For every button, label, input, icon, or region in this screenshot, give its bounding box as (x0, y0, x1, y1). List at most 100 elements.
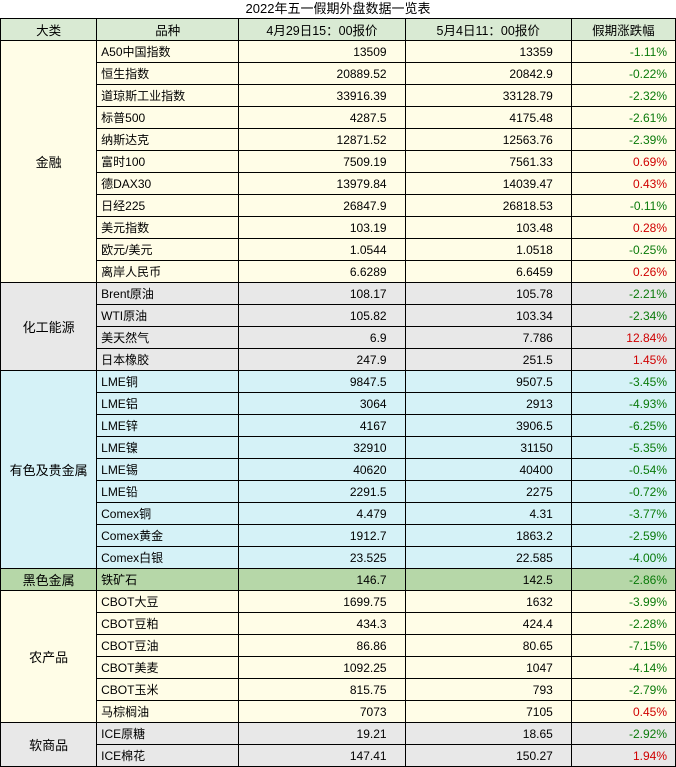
price-after-cell: 2275 (404, 480, 572, 503)
product-name-cell: 欧元/美元 (96, 238, 240, 261)
table-row: LME铅 2291.5 2275 -0.72% (1, 480, 676, 503)
price-after-cell: 4175.48 (404, 106, 572, 129)
price-before-cell: 9847.5 (238, 370, 406, 393)
change-cell: -3.77% (570, 502, 676, 525)
change-cell: 0.28% (570, 216, 676, 239)
change-cell: 0.69% (570, 150, 676, 173)
table-row: ICE棉花 147.41 150.27 1.94% (1, 744, 676, 767)
table-row: LME镍 32910 31150 -5.35% (1, 436, 676, 459)
price-after-cell: 142.5 (404, 568, 572, 591)
table-row: 恒生指数 20889.52 20842.9 -0.22% (1, 62, 676, 85)
table-row: 德DAX30 13979.84 14039.47 0.43% (1, 172, 676, 195)
change-cell: -5.35% (570, 436, 676, 459)
product-name-cell: LME铅 (96, 480, 240, 503)
price-before-cell: 13509 (238, 40, 406, 63)
price-after-cell: 1632 (404, 590, 572, 613)
product-name-cell: 富时100 (96, 150, 240, 173)
table-row: 日经225 26847.9 26818.53 -0.11% (1, 194, 676, 217)
product-name-cell: 铁矿石 (96, 568, 240, 591)
change-cell: -0.22% (570, 62, 676, 85)
price-before-cell: 4.479 (238, 502, 406, 525)
price-before-cell: 1092.25 (238, 656, 406, 679)
product-name-cell: LME锡 (96, 458, 240, 481)
table-row: LME锡 40620 40400 -0.54% (1, 458, 676, 481)
product-name-cell: CBOT玉米 (96, 678, 240, 701)
category-cell: 软商品 (0, 722, 98, 767)
price-before-cell: 32910 (238, 436, 406, 459)
category-cell: 黑色金属 (0, 568, 98, 591)
price-after-cell: 26818.53 (404, 194, 572, 217)
table-row: Comex白银 23.525 22.585 -4.00% (1, 546, 676, 569)
change-cell: -2.79% (570, 678, 676, 701)
change-cell: -2.32% (570, 84, 676, 107)
price-before-cell: 23.525 (238, 546, 406, 569)
price-before-cell: 1.0544 (238, 238, 406, 261)
price-before-cell: 103.19 (238, 216, 406, 239)
category-cell: 有色及贵金属 (0, 370, 98, 569)
price-after-cell: 4.31 (404, 502, 572, 525)
market-data-table: 大类 品种 4月29日15：00报价 5月4日11：00报价 假期涨跌幅 金融 A… (0, 18, 676, 767)
table-row: 有色及贵金属 LME铜 9847.5 9507.5 -3.45% (0, 370, 676, 569)
product-name-cell: 纳斯达克 (96, 128, 240, 151)
price-after-cell: 150.27 (404, 744, 572, 767)
price-after-cell: 3906.5 (404, 414, 572, 437)
price-after-cell: 18.65 (404, 722, 572, 745)
change-cell: 0.26% (570, 260, 676, 283)
price-before-cell: 434.3 (238, 612, 406, 635)
price-before-cell: 6.6289 (238, 260, 406, 283)
product-name-cell: CBOT豆油 (96, 634, 240, 657)
change-cell: -2.21% (570, 282, 676, 305)
price-after-cell: 1863.2 (404, 524, 572, 547)
product-name-cell: Brent原油 (96, 282, 240, 305)
table-row: 美天然气 6.9 7.786 12.84% (1, 326, 676, 349)
table-row: 美元指数 103.19 103.48 0.28% (1, 216, 676, 239)
price-after-cell: 14039.47 (404, 172, 572, 195)
price-after-cell: 33128.79 (404, 84, 572, 107)
table-row: 富时100 7509.19 7561.33 0.69% (1, 150, 676, 173)
price-after-cell: 103.48 (404, 216, 572, 239)
change-cell: -2.92% (570, 722, 676, 745)
product-name-cell: 离岸人民币 (96, 260, 240, 283)
change-cell: 12.84% (570, 326, 676, 349)
category-cell: 农产品 (0, 590, 98, 723)
price-after-cell: 2913 (404, 392, 572, 415)
product-name-cell: 德DAX30 (96, 172, 240, 195)
price-after-cell: 20842.9 (404, 62, 572, 85)
table-row: 标普500 4287.5 4175.48 -2.61% (1, 106, 676, 129)
product-name-cell: 标普500 (96, 106, 240, 129)
price-after-cell: 6.6459 (404, 260, 572, 283)
price-after-cell: 7105 (404, 700, 572, 723)
price-before-cell: 19.21 (238, 722, 406, 745)
change-cell: -2.39% (570, 128, 676, 151)
price-before-cell: 7509.19 (238, 150, 406, 173)
table-row: 化工能源 Brent原油 108.17 105.78 -2.21% (0, 282, 676, 371)
column-header-price-1: 4月29日15：00报价 (238, 18, 406, 41)
price-after-cell: 251.5 (404, 348, 572, 371)
change-cell: 0.43% (570, 172, 676, 195)
price-after-cell: 22.585 (404, 546, 572, 569)
category-cell: 金融 (0, 40, 98, 283)
product-name-cell: LME铝 (96, 392, 240, 415)
price-before-cell: 108.17 (238, 282, 406, 305)
price-after-cell: 105.78 (404, 282, 572, 305)
table-row: 道琼斯工业指数 33916.39 33128.79 -2.32% (1, 84, 676, 107)
price-before-cell: 2291.5 (238, 480, 406, 503)
product-name-cell: Comex铜 (96, 502, 240, 525)
price-before-cell: 86.86 (238, 634, 406, 657)
change-cell: -2.61% (570, 106, 676, 129)
table-row: CBOT豆粕 434.3 424.4 -2.28% (1, 612, 676, 635)
table-row: Comex黄金 1912.7 1863.2 -2.59% (1, 524, 676, 547)
price-before-cell: 1912.7 (238, 524, 406, 547)
product-name-cell: ICE棉花 (96, 744, 240, 767)
product-name-cell: 日经225 (96, 194, 240, 217)
price-after-cell: 12563.76 (404, 128, 572, 151)
table-row: WTI原油 105.82 103.34 -2.34% (1, 304, 676, 327)
table-row: 农产品 CBOT大豆 1699.75 1632 -3.99% (0, 590, 676, 723)
product-name-cell: 日本橡胶 (96, 348, 240, 371)
product-name-cell: 美元指数 (96, 216, 240, 239)
change-cell: 1.94% (570, 744, 676, 767)
product-name-cell: 恒生指数 (96, 62, 240, 85)
change-cell: -4.14% (570, 656, 676, 679)
product-name-cell: CBOT大豆 (96, 590, 240, 613)
table-row: CBOT美麦 1092.25 1047 -4.14% (1, 656, 676, 679)
